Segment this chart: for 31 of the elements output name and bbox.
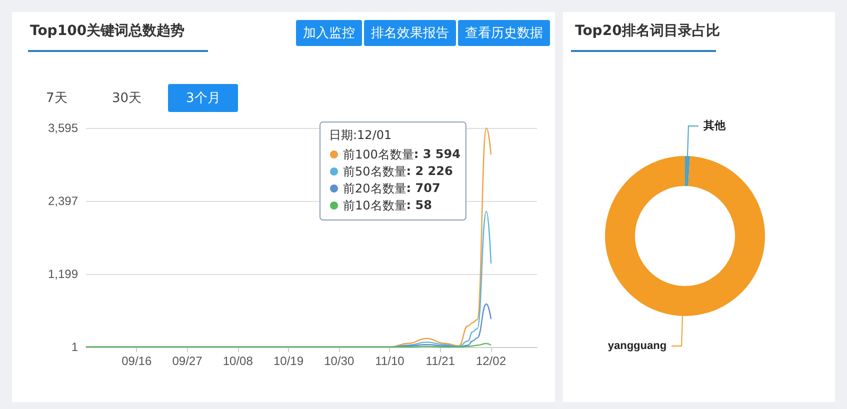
y-tick-label: 3,595: [48, 121, 78, 135]
y-tick-label: 1,199: [48, 267, 78, 281]
x-tick-label: 12/02: [476, 354, 506, 368]
x-tick-label: 10/19: [273, 354, 304, 368]
x-tick-label: 10/08: [222, 354, 254, 368]
slice-label: 其他: [702, 119, 726, 132]
y-tick-label: 1: [71, 340, 78, 354]
text: 查看历史数据: [458, 20, 550, 46]
y-tick-label: 2,397: [48, 194, 78, 208]
legend-label: 前10名数量: [343, 198, 406, 212]
text: 7天: [45, 90, 68, 108]
annotation: : 707: [406, 180, 440, 197]
x-tick-label: 11/21: [426, 354, 456, 368]
chart-title: Top20排名词目录占比: [575, 22, 720, 40]
legend-label: 前100名数量: [343, 148, 414, 162]
annotation: : 3 594: [414, 146, 460, 163]
text: 3个月: [168, 84, 238, 112]
annotation: 日期:12/01: [329, 127, 392, 144]
annotation: : 2 226: [406, 163, 453, 180]
legend-label: 前50名数量: [343, 164, 406, 178]
annotation: : 58: [406, 197, 432, 214]
chart-title: Top100关键词总数趋势: [30, 22, 185, 40]
text: 加入监控: [296, 20, 362, 46]
slice-label: yangguang: [608, 340, 667, 352]
legend-label: 前20名数量: [343, 182, 406, 196]
x-tick-label: 09/27: [172, 354, 203, 368]
text: 排名效果报告: [364, 20, 456, 46]
x-tick-label: 10/30: [324, 354, 354, 368]
x-tick-label: 11/10: [375, 354, 405, 368]
text: 30天: [111, 90, 143, 108]
x-tick-label: 09/16: [122, 354, 152, 368]
